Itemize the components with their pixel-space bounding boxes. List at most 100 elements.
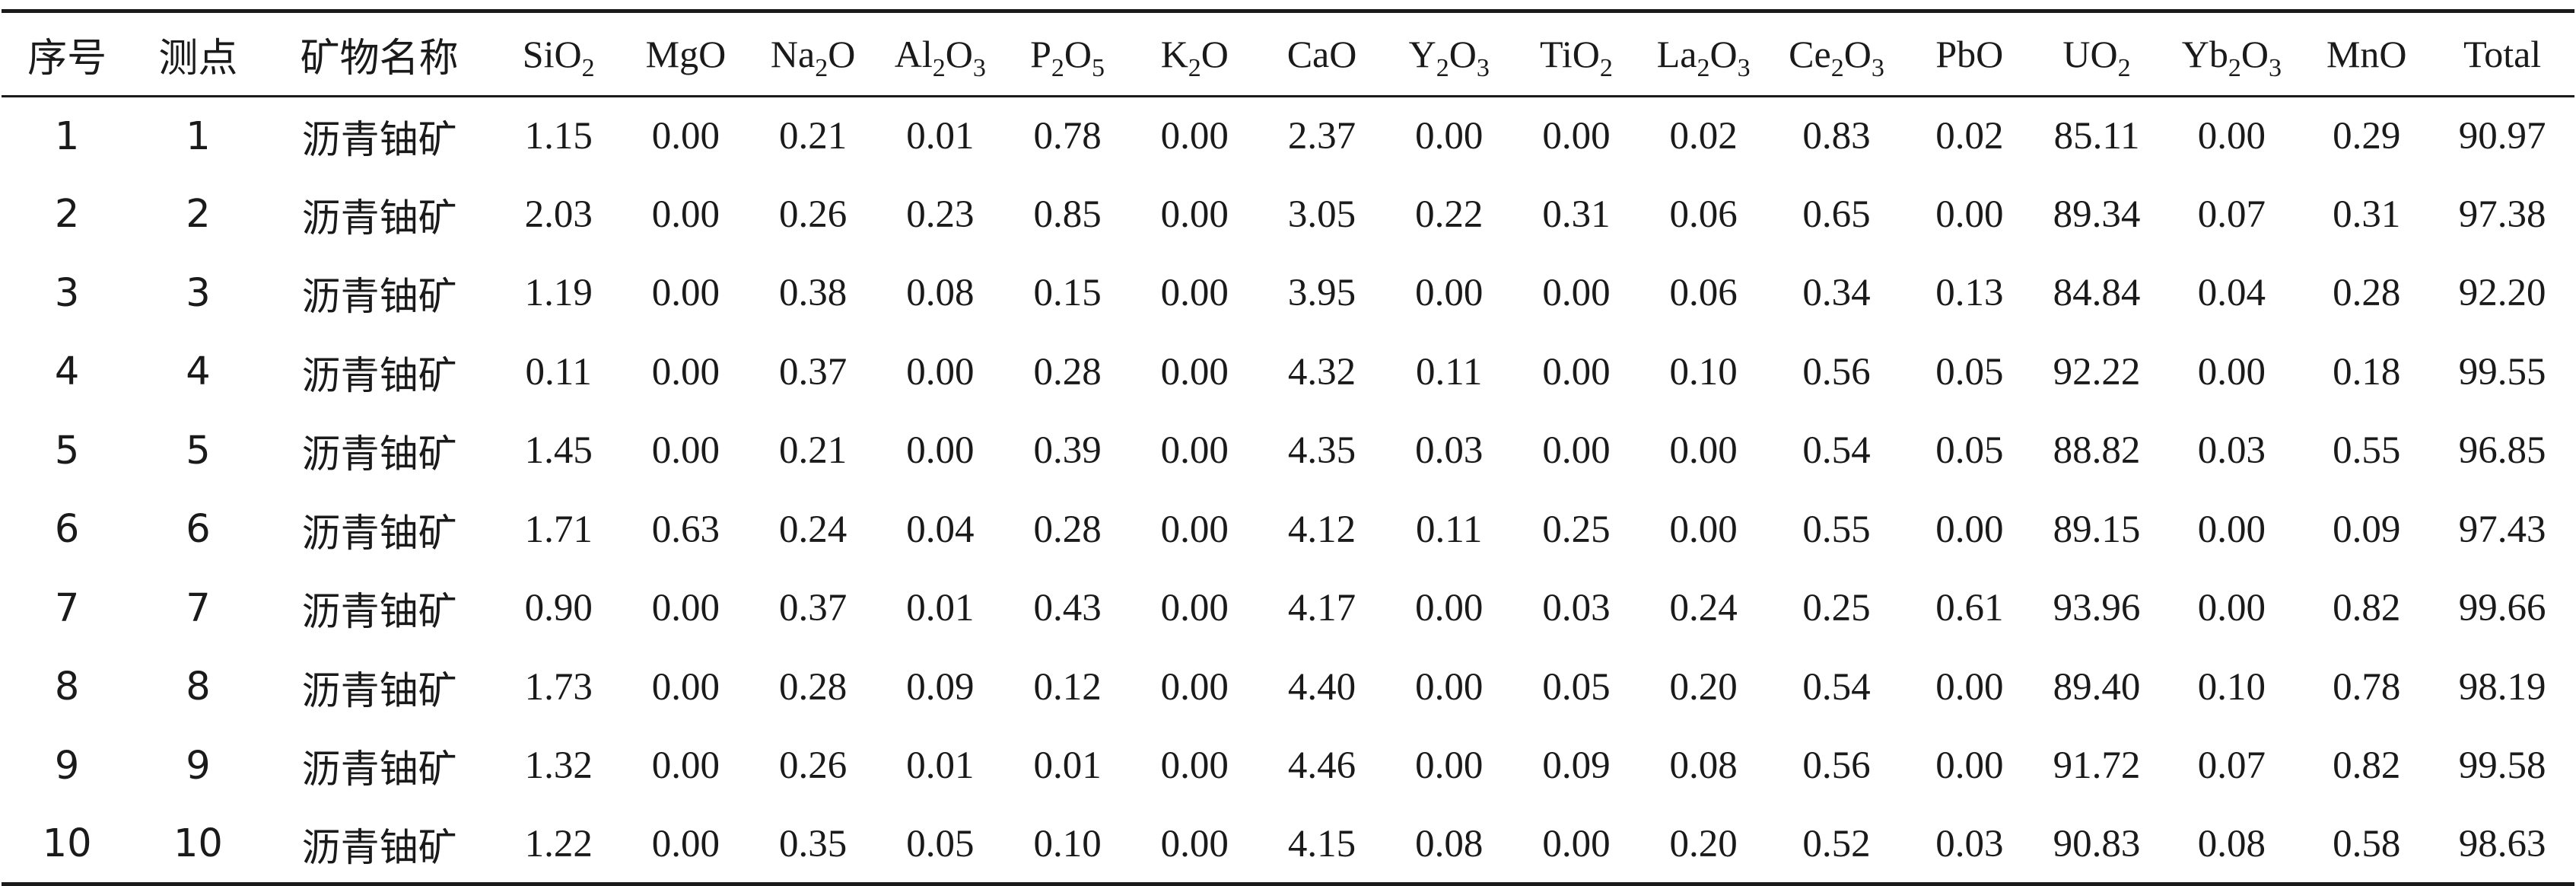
cell-total: 99.58 xyxy=(2458,744,2546,788)
cell-k2o: 0.00 xyxy=(1160,350,1229,394)
column-header-la2o3: La2O3 xyxy=(1640,11,1767,97)
cell-uo2: 88.82 xyxy=(2053,429,2141,473)
cell-point: 3 xyxy=(186,270,211,316)
table-row: 6 6 沥青铀矿 1.71 0.63 0.24 0.04 0.28 0.00 4.12 0.11 0.… xyxy=(2,490,2574,569)
table-row: 3 3 沥青铀矿 1.19 0.00 0.38 0.08 0.15 0.00 3.95 0.00 0.… xyxy=(2,254,2574,333)
cell-total: 98.19 xyxy=(2458,665,2546,709)
cell-ce2o3: 0.56 xyxy=(1802,350,1871,394)
cell-k2o: 0.00 xyxy=(1160,822,1229,865)
cell-total: 97.43 xyxy=(2458,508,2546,551)
column-header-label-tail: O xyxy=(1201,33,1229,75)
column-header-mineral: 矿物名称 xyxy=(264,11,495,97)
column-header-subscript: 2 xyxy=(1599,54,1613,82)
cell-uo2: 89.34 xyxy=(2053,193,2141,236)
column-header-label: UO xyxy=(2062,33,2118,75)
column-header-subscript: 2 xyxy=(1830,54,1844,82)
cell-la2o3: 0.10 xyxy=(1669,350,1738,394)
cell-al2o3: 0.01 xyxy=(906,587,975,630)
cell-mineral: 沥青铀矿 xyxy=(301,747,457,793)
cell-mno: 0.18 xyxy=(2333,350,2401,394)
cell-total: 99.55 xyxy=(2458,350,2546,394)
column-header-subscript: 5 xyxy=(1092,54,1105,82)
column-header-label: K xyxy=(1160,33,1188,75)
column-header-label: SiO xyxy=(522,33,582,75)
cell-pbo: 0.00 xyxy=(1935,744,2004,788)
column-header-subscript: 2 xyxy=(2228,54,2241,82)
table-row: 1 1 沥青铀矿 1.15 0.00 0.21 0.01 0.78 0.00 2.37 0.00 0.… xyxy=(2,97,2574,176)
cell-mineral: 沥青铀矿 xyxy=(301,353,457,399)
column-header-subscript: 3 xyxy=(1737,54,1751,82)
cell-sio2: 0.11 xyxy=(525,350,592,394)
column-header-subscript: 2 xyxy=(581,54,595,82)
column-header-label: Y xyxy=(1408,33,1436,75)
table-header: 序号 测点 矿物名称 SiO2 MgO Na2O Al2O3 P2O5 K2O CaO Y2O3 Ti… xyxy=(2,11,2574,97)
cell-y2o3: 0.00 xyxy=(1415,665,1484,709)
cell-la2o3: 0.02 xyxy=(1669,115,1738,158)
cell-point: 1 xyxy=(186,113,211,159)
table-row: 9 9 沥青铀矿 1.32 0.00 0.26 0.01 0.01 0.00 4.46 0.00 0.… xyxy=(2,727,2574,806)
column-header-label-tail: O xyxy=(1449,33,1477,75)
cell-na2o: 0.35 xyxy=(779,822,848,865)
column-header-subscript: 2 xyxy=(1051,54,1064,82)
column-header-label: 序号 xyxy=(27,35,107,81)
cell-al2o3: 0.01 xyxy=(906,744,975,788)
cell-ce2o3: 0.52 xyxy=(1802,822,1871,865)
column-header-subscript: 2 xyxy=(815,54,828,82)
cell-yb2o3: 0.07 xyxy=(2197,193,2266,236)
cell-p2o5: 0.12 xyxy=(1033,665,1102,709)
table-row: 10 10 沥青铀矿 1.22 0.00 0.35 0.05 0.10 0.00 4.15 0.08… xyxy=(2,805,2574,884)
cell-seq: 1 xyxy=(54,113,80,159)
cell-seq: 2 xyxy=(54,192,80,237)
cell-la2o3: 0.08 xyxy=(1669,744,1738,788)
cell-p2o5: 0.28 xyxy=(1033,350,1102,394)
cell-sio2: 1.73 xyxy=(524,665,593,709)
cell-al2o3: 0.00 xyxy=(906,350,975,394)
cell-ce2o3: 0.34 xyxy=(1802,272,1871,315)
column-header-label-tail: O xyxy=(828,33,856,75)
cell-la2o3: 0.20 xyxy=(1669,822,1738,865)
cell-tio2: 0.03 xyxy=(1542,587,1611,630)
column-header-label: La xyxy=(1656,33,1697,75)
cell-mineral: 沥青铀矿 xyxy=(301,196,457,241)
cell-y2o3: 0.11 xyxy=(1416,508,1483,551)
cell-na2o: 0.24 xyxy=(779,508,848,551)
column-header-subscript: 3 xyxy=(972,54,986,82)
cell-uo2: 91.72 xyxy=(2053,744,2141,788)
cell-la2o3: 0.06 xyxy=(1669,272,1738,315)
column-header-label: 矿物名称 xyxy=(300,35,459,81)
cell-point: 6 xyxy=(186,507,211,553)
column-header-tio2: TiO2 xyxy=(1512,11,1639,97)
column-header-subscript: 3 xyxy=(2268,54,2282,82)
cell-tio2: 0.00 xyxy=(1542,350,1611,394)
cell-mno: 0.09 xyxy=(2333,508,2401,551)
cell-yb2o3: 0.10 xyxy=(2197,665,2266,709)
cell-mgo: 0.00 xyxy=(651,587,720,630)
cell-total: 97.38 xyxy=(2458,193,2546,236)
cell-y2o3: 0.03 xyxy=(1415,429,1484,473)
cell-tio2: 0.00 xyxy=(1542,272,1611,315)
cell-mno: 0.82 xyxy=(2333,744,2401,788)
column-header-seq: 序号 xyxy=(2,11,132,97)
cell-al2o3: 0.05 xyxy=(906,822,975,865)
cell-la2o3: 0.00 xyxy=(1669,508,1738,551)
cell-al2o3: 0.08 xyxy=(906,272,975,315)
cell-sio2: 1.45 xyxy=(524,429,593,473)
cell-seq: 7 xyxy=(54,585,80,631)
cell-sio2: 2.03 xyxy=(524,193,593,236)
column-header-point: 测点 xyxy=(132,11,263,97)
column-header-label: Yb xyxy=(2181,33,2228,75)
cell-tio2: 0.25 xyxy=(1542,508,1611,551)
column-header-label: Total xyxy=(2463,33,2542,75)
cell-sio2: 1.32 xyxy=(524,744,593,788)
cell-total: 99.66 xyxy=(2458,587,2546,630)
cell-sio2: 1.22 xyxy=(524,822,593,865)
cell-al2o3: 0.23 xyxy=(906,193,975,236)
cell-al2o3: 0.00 xyxy=(906,429,975,473)
cell-mgo: 0.00 xyxy=(651,350,720,394)
column-header-label: TiO xyxy=(1540,33,1600,75)
cell-uo2: 92.22 xyxy=(2053,350,2141,394)
cell-mgo: 0.00 xyxy=(651,429,720,473)
cell-mno: 0.29 xyxy=(2333,115,2401,158)
cell-yb2o3: 0.04 xyxy=(2197,272,2266,315)
cell-mno: 0.82 xyxy=(2333,587,2401,630)
